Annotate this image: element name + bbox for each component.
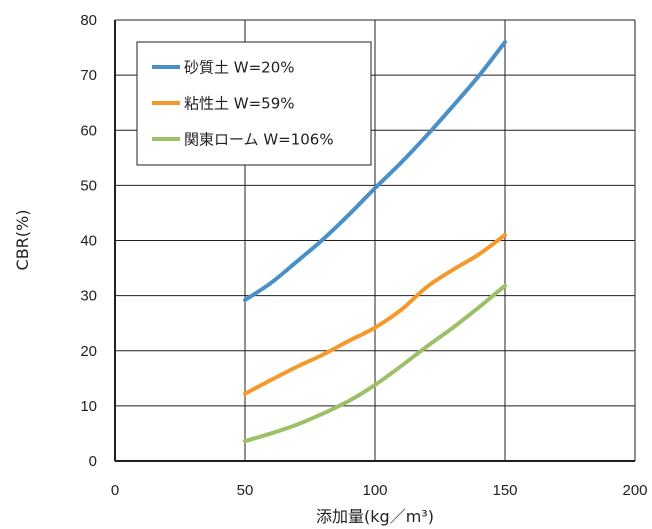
x-tick-label: 200 [622, 482, 647, 499]
series-lines [243, 40, 507, 444]
x-tick-labels: 0 50 100 150 200 [111, 482, 648, 499]
x-tick-label: 100 [362, 482, 387, 499]
series-line-1 [243, 40, 507, 303]
y-tick-label: 30 [80, 288, 97, 305]
y-tick-label: 60 [80, 122, 97, 139]
x-axis-title: 添加量(kg／m³) [316, 507, 434, 526]
x-tick-label: 0 [111, 482, 119, 499]
y-tick-label: 80 [80, 12, 97, 29]
y-tick-labels: 0 10 20 30 40 50 60 70 80 [80, 12, 97, 470]
legend-label-3: 関東ローム W=106% [184, 131, 334, 149]
series-line-3 [243, 283, 507, 444]
legend: 砂質土 W=20% 粘性土 W=59% 関東ローム W=106% [136, 41, 372, 166]
x-tick-label: 50 [237, 482, 254, 499]
y-tick-label: 70 [80, 67, 97, 84]
y-tick-label: 40 [80, 233, 97, 250]
y-tick-label: 0 [89, 453, 97, 470]
series-line-2 [243, 232, 507, 396]
x-tick-label: 150 [492, 482, 517, 499]
y-axis-title: CBR(%) [13, 210, 32, 271]
legend-label-2: 粘性土 W=59% [184, 95, 295, 113]
y-tick-label: 10 [80, 398, 97, 415]
y-tick-label: 20 [80, 343, 97, 360]
axes [114, 20, 635, 462]
y-tick-label: 50 [80, 177, 97, 194]
legend-label-1: 砂質土 W=20% [184, 59, 295, 77]
